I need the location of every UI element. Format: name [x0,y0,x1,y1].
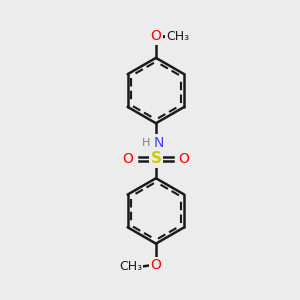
Text: H: H [142,138,151,148]
Text: S: S [150,152,161,166]
Text: O: O [151,29,161,43]
Text: CH₃: CH₃ [119,260,142,273]
Text: O: O [151,258,161,272]
Text: O: O [179,152,190,166]
Text: CH₃: CH₃ [167,30,190,43]
Text: N: N [154,136,164,150]
Text: O: O [122,152,133,166]
